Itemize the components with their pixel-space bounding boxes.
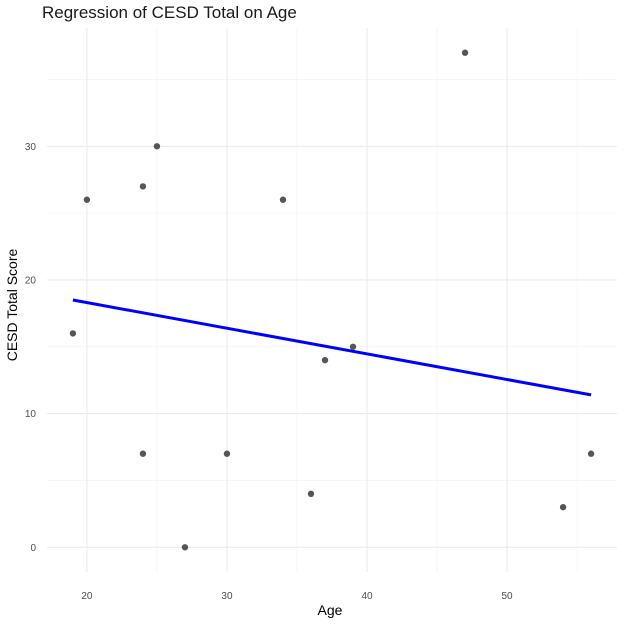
x-tick-label: 40 — [361, 591, 373, 602]
x-axis-title: Age — [318, 602, 343, 618]
x-tick-label: 30 — [221, 591, 233, 602]
data-point — [461, 49, 469, 56]
chart-title: Regression of CESD Total on Age — [42, 3, 297, 22]
data-point — [139, 183, 147, 190]
grid — [47, 28, 617, 572]
y-tick-label: 30 — [25, 142, 37, 153]
data-point — [153, 143, 161, 150]
data-point — [223, 450, 231, 457]
y-axis-ticks: 0 10 20 30 — [25, 142, 37, 554]
y-tick-label: 10 — [25, 409, 37, 420]
data-point — [559, 503, 567, 511]
data-point — [139, 450, 147, 457]
data-point — [69, 330, 77, 337]
data-points — [69, 49, 595, 551]
y-axis-title: CESD Total Score — [4, 249, 20, 362]
regression-line-group — [72, 298, 592, 397]
x-axis-ticks: 20 30 40 50 — [81, 591, 513, 602]
data-point — [321, 356, 329, 364]
x-tick-label: 50 — [501, 591, 513, 602]
data-point — [587, 450, 595, 457]
regression-line — [72, 298, 592, 397]
y-tick-label: 20 — [25, 275, 37, 286]
x-tick-label: 20 — [81, 591, 93, 602]
data-point — [349, 343, 357, 350]
data-point — [279, 196, 287, 203]
data-point — [307, 490, 315, 498]
data-point — [181, 544, 189, 551]
y-tick-label: 0 — [30, 543, 36, 554]
data-point — [83, 196, 91, 203]
